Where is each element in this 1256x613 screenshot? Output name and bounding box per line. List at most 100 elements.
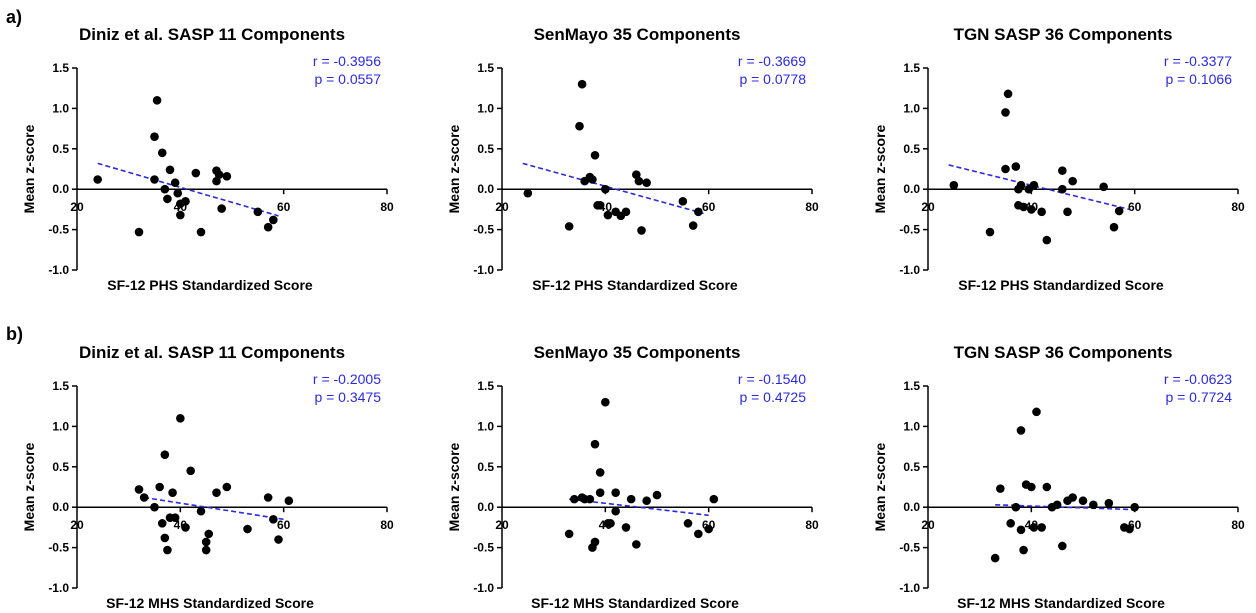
x-tick-label: 80 — [805, 200, 819, 214]
y-tick-label: 0.0 — [903, 500, 920, 514]
r-value: r = -0.3956 — [313, 53, 381, 69]
data-point — [263, 493, 273, 502]
data-point — [601, 397, 610, 407]
y-tick-label: 1.5 — [52, 379, 69, 393]
data-point — [163, 194, 172, 204]
p-value: p = 0.4725 — [739, 389, 806, 405]
scatter-panel-2: SenMayo 35 Components -1.0 -0.5 0.0 0.5 1.0 1.… — [446, 25, 819, 293]
data-point — [949, 180, 959, 190]
y-axis-label: Mean z-score — [446, 124, 462, 213]
data-point — [165, 165, 175, 175]
y-tick-label: -1.0 — [48, 263, 69, 277]
data-point — [1019, 545, 1028, 555]
data-point — [642, 496, 651, 506]
data-point — [222, 482, 232, 492]
x-axis-label: SF-12 PHS Standardized Score — [958, 277, 1164, 293]
data-point — [1037, 523, 1046, 532]
data-point — [626, 494, 636, 504]
data-point — [163, 545, 172, 555]
x-tick-label: 20 — [495, 200, 509, 214]
r-value: r = -0.2005 — [313, 371, 381, 387]
x-tick-label: 60 — [702, 200, 716, 214]
data-point — [150, 132, 159, 141]
trend-line — [97, 162, 279, 217]
scatter-panel-4: Diniz et al. SASP 11 Components -1.0 -0.5 0… — [21, 343, 394, 611]
trend-line — [522, 162, 704, 215]
data-point — [1052, 500, 1062, 510]
data-point — [201, 545, 211, 555]
x-tick-label: 80 — [1231, 200, 1245, 214]
data-point — [1037, 207, 1046, 217]
x-tick-label: 20 — [921, 518, 935, 532]
data-point — [632, 540, 641, 549]
y-tick-label: 0.0 — [52, 182, 69, 196]
data-point — [704, 524, 713, 534]
data-point — [1016, 525, 1026, 535]
x-axis-label: SF-12 MHS Standardized Score — [531, 595, 739, 611]
y-tick-label: 1.0 — [477, 101, 494, 115]
data-point — [1011, 502, 1021, 512]
y-tick-label: 0.0 — [903, 182, 920, 196]
y-tick-label: -0.5 — [473, 223, 494, 237]
data-point — [564, 222, 574, 231]
y-tick-label: 1.0 — [903, 101, 920, 115]
data-point — [201, 537, 211, 547]
data-point — [1089, 500, 1098, 510]
x-tick-label: 20 — [70, 518, 84, 532]
data-point — [1130, 502, 1139, 512]
r-value: r = -0.3377 — [1164, 53, 1232, 69]
data-point — [134, 485, 144, 494]
y-tick-label: 1.5 — [903, 61, 920, 75]
data-point — [1114, 206, 1124, 216]
data-point — [606, 519, 615, 528]
data-point — [157, 519, 167, 528]
data-point — [688, 221, 698, 230]
x-tick-label: 80 — [805, 518, 819, 532]
data-point — [709, 494, 719, 504]
data-point — [577, 79, 587, 89]
x-tick-label: 20 — [70, 200, 84, 214]
y-tick-label: -0.5 — [899, 541, 920, 555]
y-tick-label: 0.0 — [52, 500, 69, 514]
x-tick-label: 80 — [380, 518, 394, 532]
x-tick-label: 60 — [277, 200, 291, 214]
data-point — [1042, 235, 1052, 245]
data-point — [570, 494, 579, 504]
y-tick-label: 1.0 — [52, 419, 69, 433]
data-point — [1078, 496, 1088, 506]
y-tick-label: -1.0 — [48, 581, 69, 595]
trend-line — [995, 503, 1135, 511]
data-point — [1011, 162, 1021, 171]
r-value: r = -0.0623 — [1164, 371, 1232, 387]
x-axis-label: SF-12 MHS Standardized Score — [106, 595, 314, 611]
y-tick-label: 1.0 — [52, 101, 69, 115]
row-label-b: b) — [6, 324, 23, 344]
data-point — [160, 533, 170, 543]
p-value: p = 0.7724 — [1165, 389, 1232, 405]
panel-title: Diniz et al. SASP 11 Components — [79, 343, 345, 362]
data-point — [1099, 182, 1108, 192]
data-point — [1006, 519, 1015, 528]
y-tick-label: 0.5 — [477, 460, 494, 474]
data-point — [1029, 180, 1039, 190]
data-point — [590, 439, 600, 449]
data-point — [1125, 524, 1134, 534]
data-point — [176, 210, 185, 220]
x-tick-label: 80 — [380, 200, 394, 214]
p-value: p = 0.3475 — [314, 389, 381, 405]
data-point — [1104, 498, 1114, 508]
data-point — [1068, 176, 1077, 186]
data-point — [678, 197, 688, 206]
p-value: p = 0.0557 — [314, 71, 381, 87]
x-tick-label: 60 — [277, 518, 291, 532]
data-point — [590, 537, 600, 547]
data-point — [652, 490, 662, 500]
data-point — [1109, 222, 1119, 232]
data-point — [170, 178, 180, 188]
data-point — [632, 170, 641, 179]
data-point — [590, 150, 600, 160]
data-point — [694, 207, 703, 217]
y-tick-label: -0.5 — [48, 223, 69, 237]
data-point — [694, 529, 703, 539]
data-point — [1058, 184, 1067, 194]
